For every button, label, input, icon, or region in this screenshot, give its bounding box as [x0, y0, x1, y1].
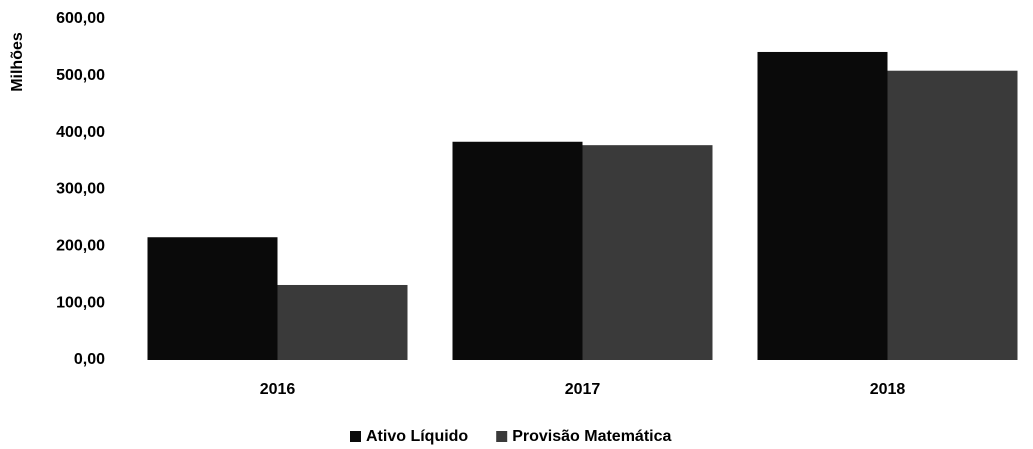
y-tick-label: 500,00 — [56, 67, 105, 84]
y-tick-label: 300,00 — [56, 181, 105, 198]
legend-label: Ativo Líquido — [366, 428, 468, 445]
x-tick-label: 2018 — [870, 381, 906, 398]
y-tick-label: 200,00 — [56, 238, 105, 255]
bar — [277, 284, 408, 360]
bar — [147, 237, 278, 360]
legend-swatch — [496, 431, 508, 442]
x-tick-label: 2017 — [565, 381, 601, 398]
bar — [887, 70, 1018, 361]
bar — [452, 141, 583, 360]
bar — [582, 145, 713, 360]
y-tick-label: 100,00 — [56, 294, 105, 311]
x-tick-label: 2016 — [260, 381, 296, 398]
y-tick-label: 0,00 — [74, 351, 105, 368]
legend-label: Provisão Matemática — [512, 428, 671, 445]
y-tick-label: 400,00 — [56, 124, 105, 141]
y-tick-label: 600,00 — [56, 10, 105, 27]
y-axis-label: Milhões — [9, 32, 26, 92]
legend-swatch — [350, 431, 361, 442]
bar — [757, 51, 888, 361]
